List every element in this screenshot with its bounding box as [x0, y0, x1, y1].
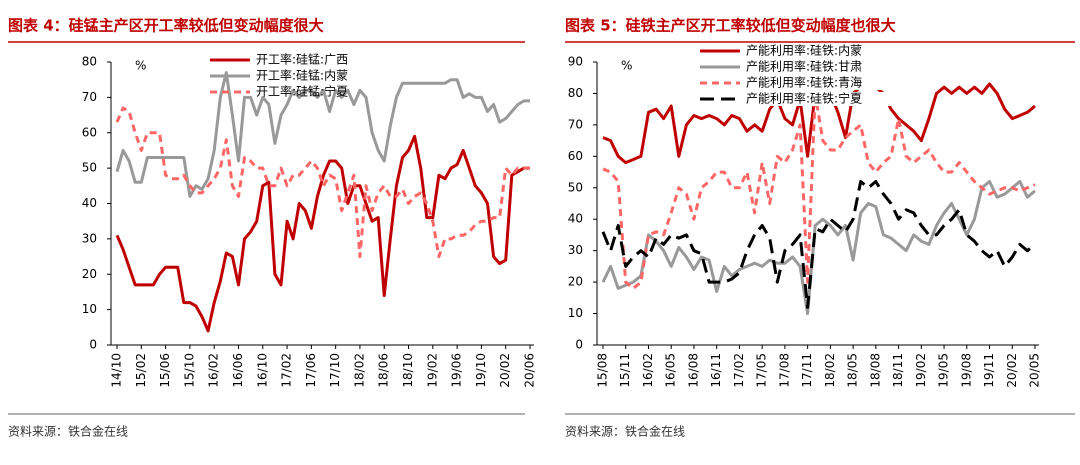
- series-line: [115, 71, 530, 198]
- chart-title: 图表 4：硅锰主产区开工率较低但变动幅度很大: [8, 17, 324, 35]
- y-tick-label: 70: [568, 117, 583, 131]
- x-tick-label: 15/08: [596, 353, 610, 388]
- y-tick-label: 40: [82, 196, 97, 210]
- y-tick-label: 70: [82, 90, 97, 104]
- x-tick-label: 18/10: [401, 353, 415, 388]
- unit-label: %: [621, 59, 632, 73]
- y-tick-label: 20: [82, 267, 97, 281]
- x-tick-label: 20/05: [1028, 353, 1042, 388]
- source-note: 资料来源：铁合金在线: [565, 424, 685, 439]
- x-tick-label: 15/10: [182, 353, 196, 388]
- x-tick-label: 16/11: [709, 353, 723, 388]
- x-tick-label: 17/06: [304, 353, 318, 388]
- legend-label: 产能利用率:硅铁:内蒙: [746, 43, 862, 58]
- x-tick-label: 19/05: [937, 353, 951, 388]
- y-tick-label: 10: [82, 302, 97, 316]
- x-tick-label: 19/08: [959, 353, 973, 388]
- y-tick-label: 50: [568, 180, 583, 194]
- y-tick-label: 60: [568, 149, 583, 163]
- y-tick-label: 30: [568, 243, 583, 257]
- x-tick-label: 15/06: [158, 353, 172, 388]
- x-tick-label: 16/02: [207, 353, 221, 388]
- x-tick-label: 20/06: [523, 353, 537, 388]
- x-tick-label: 18/11: [891, 353, 905, 388]
- x-tick-label: 18/02: [352, 353, 366, 388]
- legend-bg: [744, 44, 894, 58]
- series-line: [115, 106, 530, 259]
- y-tick-label: 50: [82, 161, 97, 175]
- chart-title: 图表 5：硅铁主产区开工率较低但变动幅度也很大: [565, 17, 896, 35]
- x-tick-label: 17/08: [777, 353, 791, 388]
- x-tick-label: 20/02: [498, 353, 512, 388]
- y-tick-label: 20: [568, 275, 583, 289]
- x-tick-label: 16/08: [686, 353, 700, 388]
- x-tick-label: 17/05: [755, 353, 769, 388]
- y-tick-label: 30: [82, 231, 97, 245]
- x-tick-label: 15/11: [618, 353, 632, 388]
- x-tick-label: 18/08: [868, 353, 882, 388]
- y-tick-label: 0: [89, 338, 97, 352]
- x-tick-label: 17/10: [328, 353, 342, 388]
- y-tick-label: 0: [575, 338, 583, 352]
- x-tick-label: 19/10: [474, 353, 488, 388]
- x-tick-label: 14/10: [110, 353, 124, 388]
- x-tick-label: 16/05: [664, 353, 678, 388]
- y-tick-label: 90: [568, 55, 583, 69]
- x-tick-label: 17/02: [732, 353, 746, 388]
- unit-label: %: [135, 59, 146, 73]
- x-tick-label: 19/11: [982, 353, 996, 388]
- x-tick-label: 18/05: [846, 353, 860, 388]
- legend-bg: [744, 92, 894, 106]
- x-tick-label: 19/02: [425, 353, 439, 388]
- legend-label: 产能利用率:硅铁:宁夏: [746, 91, 862, 106]
- legend-label: 产能利用率:硅铁:甘肃: [746, 59, 862, 74]
- series-line: [115, 134, 530, 333]
- legend-label: 开工率:硅锰:内蒙: [256, 68, 348, 83]
- legend-label: 产能利用率:硅铁:青海: [746, 75, 862, 90]
- x-tick-label: 16/02: [641, 353, 655, 388]
- source-note: 资料来源：铁合金在线: [8, 424, 128, 439]
- y-tick-label: 40: [568, 212, 583, 226]
- series-line: [601, 180, 1036, 309]
- x-tick-label: 15/02: [134, 353, 148, 388]
- x-tick-label: 16/10: [255, 353, 269, 388]
- legend-label: 开工率:硅锰:宁夏: [256, 84, 348, 99]
- y-tick-label: 80: [82, 55, 97, 69]
- y-tick-label: 10: [568, 306, 583, 320]
- x-tick-label: 18/06: [377, 353, 391, 388]
- x-tick-label: 18/02: [823, 353, 837, 388]
- series-line: [601, 180, 1036, 316]
- y-tick-label: 60: [82, 125, 97, 139]
- legend-bg: [744, 76, 894, 90]
- legend-label: 开工率:硅锰:广西: [256, 52, 348, 67]
- x-tick-label: 19/06: [450, 353, 464, 388]
- x-tick-label: 20/02: [1005, 353, 1019, 388]
- x-tick-label: 17/11: [800, 353, 814, 388]
- x-tick-label: 19/02: [914, 353, 928, 388]
- legend-bg: [744, 60, 894, 74]
- y-tick-label: 80: [568, 86, 583, 100]
- x-tick-label: 16/06: [231, 353, 245, 388]
- x-tick-label: 17/02: [280, 353, 294, 388]
- series-line: [602, 91, 1036, 290]
